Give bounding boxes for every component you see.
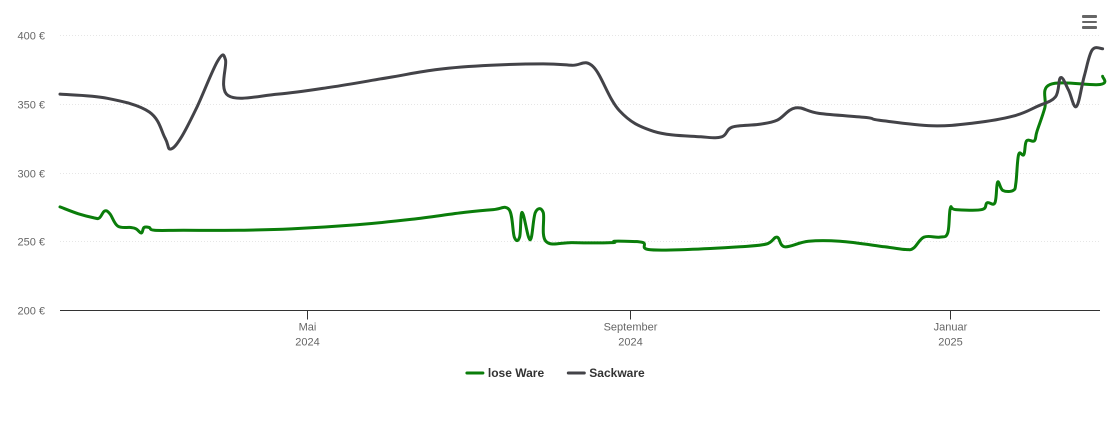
menu-bar [1082,26,1097,29]
x-tick-label-year: 2024 [295,337,319,349]
series-line-sackware [58,46,1105,151]
menu-bar [1082,20,1097,24]
y-tick-label: 350 € [17,100,45,112]
legend-item-sackware[interactable]: Sackware [566,366,645,380]
x-tick-label-month: September [604,322,658,334]
legend-label: Sackware [589,366,645,380]
x-tick-label-year: 2025 [938,337,962,349]
y-axis: 200 € 250 € 300 € 350 € 400 € [17,31,45,318]
y-tick-label: 400 € [17,31,45,43]
x-tick-label-month: Mai [299,322,317,334]
y-tick-label: 250 € [17,237,45,249]
series-line-lose-ware [58,74,1107,252]
series-layer [58,46,1107,252]
hamburger-menu-icon[interactable] [1074,8,1104,36]
legend-label: lose Ware [488,366,545,380]
y-tick-label: 300 € [17,169,45,181]
x-tick-label-month: Januar [934,322,968,334]
y-tick-label: 200 € [17,306,45,318]
x-tick-label-year: 2024 [618,337,642,349]
legend: lose Ware Sackware [465,366,645,380]
menu-bar [1082,15,1097,18]
legend-item-lose-ware[interactable]: lose Ware [465,366,545,380]
x-axis: Mai 2024 September 2024 Januar 2025 [60,310,1100,349]
